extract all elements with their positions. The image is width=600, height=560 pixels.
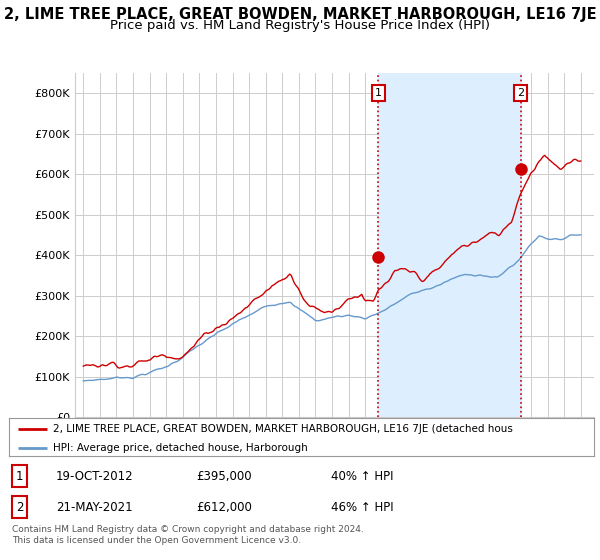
Text: 2: 2 xyxy=(16,501,23,514)
Text: HPI: Average price, detached house, Harborough: HPI: Average price, detached house, Harb… xyxy=(53,443,308,453)
Text: 2, LIME TREE PLACE, GREAT BOWDEN, MARKET HARBOROUGH, LE16 7JE (detached hous: 2, LIME TREE PLACE, GREAT BOWDEN, MARKET… xyxy=(53,424,513,434)
Text: 2: 2 xyxy=(517,88,524,98)
Text: 1: 1 xyxy=(375,88,382,98)
Text: 1: 1 xyxy=(16,469,23,483)
Text: Price paid vs. HM Land Registry's House Price Index (HPI): Price paid vs. HM Land Registry's House … xyxy=(110,19,490,32)
Text: £395,000: £395,000 xyxy=(196,469,252,483)
Text: 2, LIME TREE PLACE, GREAT BOWDEN, MARKET HARBOROUGH, LE16 7JE: 2, LIME TREE PLACE, GREAT BOWDEN, MARKET… xyxy=(4,7,596,22)
Text: £612,000: £612,000 xyxy=(196,501,252,514)
Bar xyxy=(379,73,521,417)
Text: Contains HM Land Registry data © Crown copyright and database right 2024.
This d: Contains HM Land Registry data © Crown c… xyxy=(12,525,364,545)
Text: 40% ↑ HPI: 40% ↑ HPI xyxy=(331,469,393,483)
Text: 21-MAY-2021: 21-MAY-2021 xyxy=(56,501,133,514)
Text: 19-OCT-2012: 19-OCT-2012 xyxy=(56,469,133,483)
Text: 46% ↑ HPI: 46% ↑ HPI xyxy=(331,501,394,514)
